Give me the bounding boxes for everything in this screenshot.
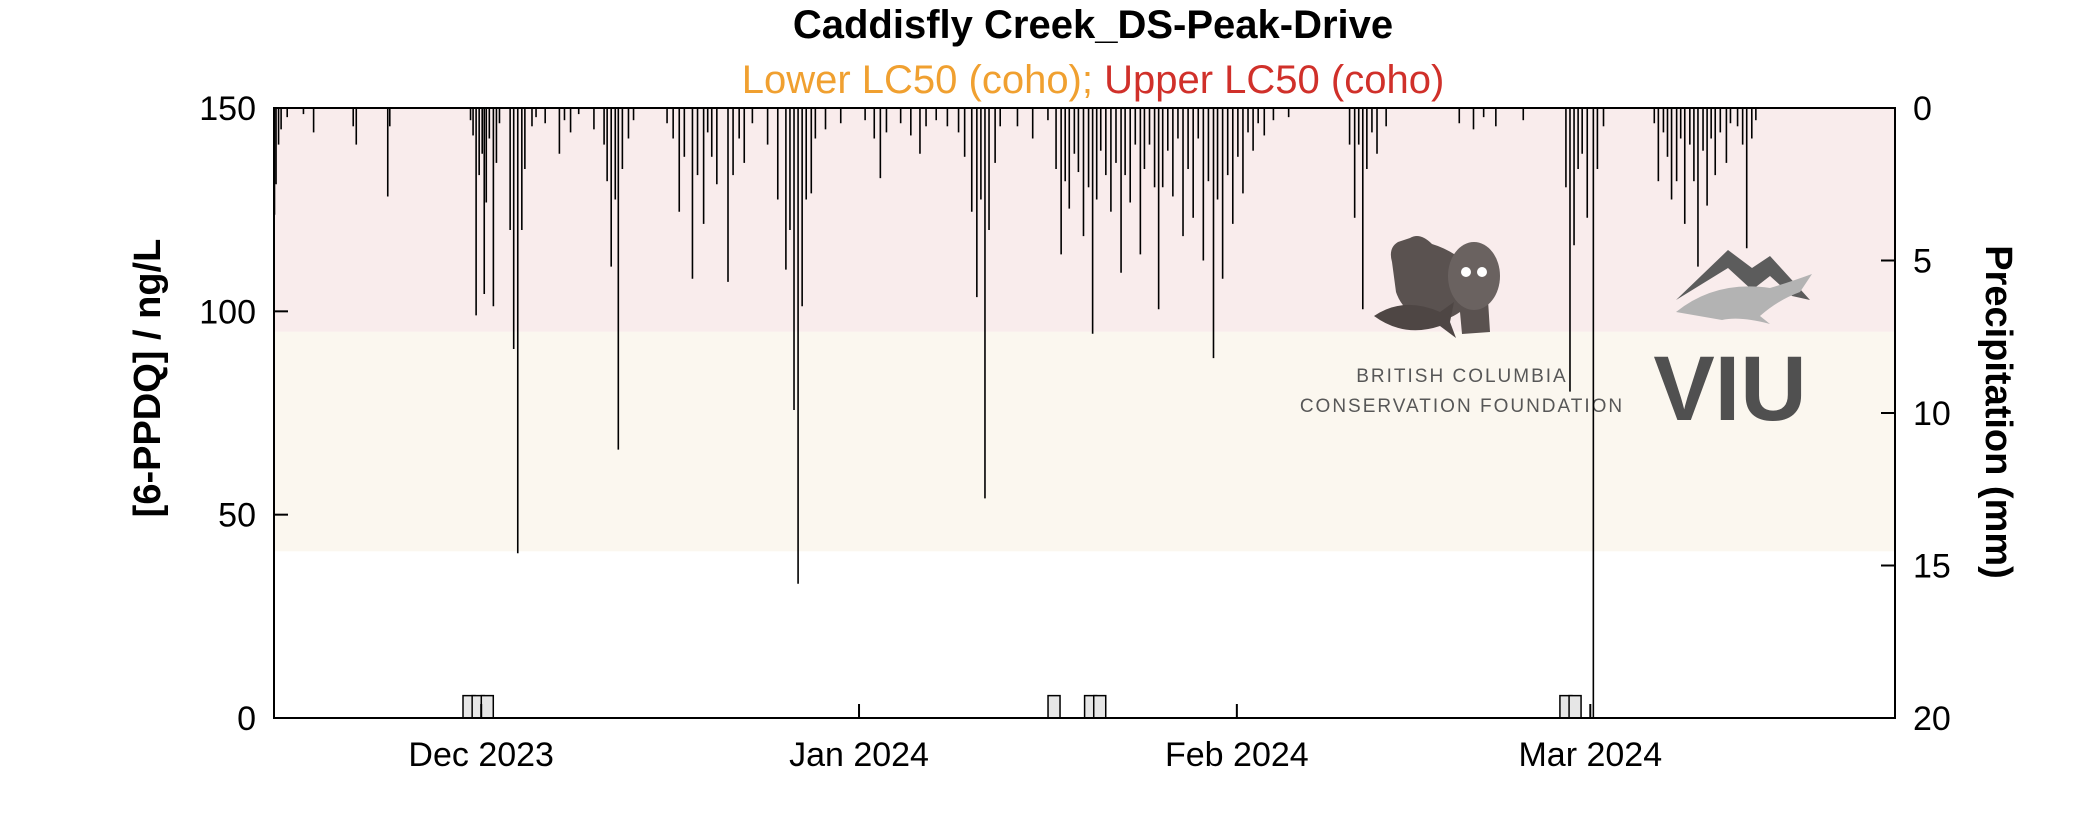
bccf-logo-line1: BRITISH COLUMBIA <box>1356 366 1567 387</box>
mountain-shape <box>1676 250 1810 300</box>
y-tick-label: 150 <box>199 90 256 128</box>
chart-subtitle: Lower LC50 (coho); Upper LC50 (coho) <box>742 58 1445 102</box>
chart-title: Caddisfly Creek_DS-Peak-Drive <box>793 3 1393 47</box>
bccf-logo-line2: CONSERVATION FOUNDATION <box>1300 396 1624 417</box>
precipitation-series <box>273 108 1757 718</box>
y2-axis-title: Precipitation (mm) <box>1977 245 2019 579</box>
bccf-logo: BRITISH COLUMBIA CONSERVATION FOUNDATION <box>1300 236 1624 417</box>
x-tick-label: Feb 2024 <box>1165 736 1309 774</box>
y-tick-label: 100 <box>199 293 256 331</box>
concentration-bar <box>1092 694 1107 719</box>
y2-tick-label: 15 <box>1913 548 1951 586</box>
concentration-bar <box>1568 694 1582 719</box>
y2-tick-label: 0 <box>1913 90 1932 128</box>
upper-lc50-label: Upper LC50 (coho) <box>1104 58 1444 102</box>
eagle-shape <box>1676 274 1812 324</box>
y2-tick-label: 20 <box>1913 700 1951 738</box>
concentration-bar <box>1047 694 1061 719</box>
y-axis-title: [6-PPDQ] / ng/L <box>127 239 169 518</box>
owl-shape <box>1448 242 1500 310</box>
upper-lc50-band <box>274 108 1895 332</box>
owl-eye-left <box>1461 267 1471 277</box>
salmon-shape <box>1374 302 1456 338</box>
y2-tick-label: 5 <box>1913 243 1932 281</box>
viu-logo: VIU <box>1653 250 1812 440</box>
owl-eye-right <box>1477 267 1487 277</box>
logos: BRITISH COLUMBIA CONSERVATION FOUNDATION… <box>1300 236 1812 440</box>
x-tick-label: Dec 2023 <box>408 736 554 774</box>
y-tick-label: 50 <box>218 497 256 535</box>
bear-owl-salmon-icon <box>1374 236 1500 338</box>
concentration-bars <box>462 694 1582 719</box>
lower-lc50-label: Lower LC50 (coho); <box>742 58 1104 102</box>
mountain-eagle-icon <box>1676 250 1812 324</box>
y2-tick-label: 10 <box>1913 395 1951 433</box>
lc50-bands <box>274 108 1895 552</box>
viu-logo-text: VIU <box>1653 338 1806 440</box>
axes: 0 50 100 150 0 5 10 15 20 Dec 2023 Jan 2024 Feb 202… <box>199 90 1951 774</box>
lower-lc50-band <box>274 331 1895 552</box>
x-tick-label: Mar 2024 <box>1518 736 1662 774</box>
y-tick-label: 0 <box>237 700 256 738</box>
concentration-bar <box>480 694 495 719</box>
x-tick-label: Jan 2024 <box>789 736 929 774</box>
